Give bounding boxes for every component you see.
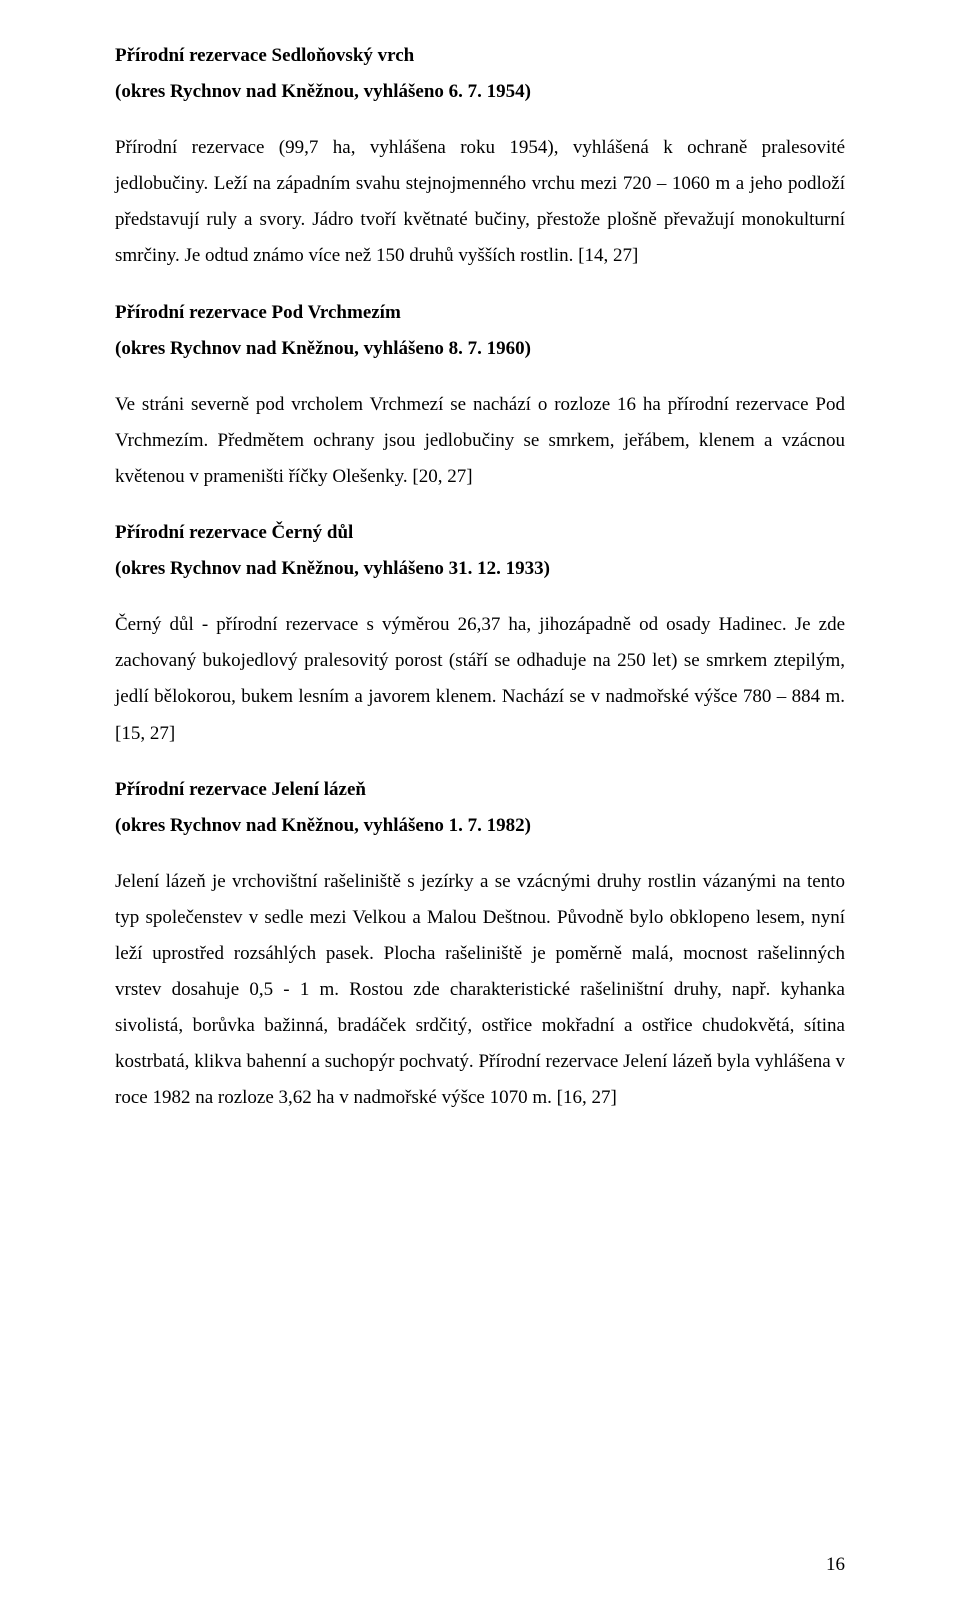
section-body: Černý důl - přírodní rezervace s výměrou… [115,607,845,751]
section-body: Jelení lázeň je vrchovištní rašeliniště … [115,864,845,1117]
section-title: Přírodní rezervace Pod Vrchmezím [115,295,845,331]
section-title: Přírodní rezervace Černý důl [115,515,845,551]
section-subtitle: (okres Rychnov nad Kněžnou, vyhlášeno 6.… [115,74,845,110]
section-subtitle: (okres Rychnov nad Kněžnou, vyhlášeno 1.… [115,808,845,844]
section-subtitle: (okres Rychnov nad Kněžnou, vyhlášeno 31… [115,551,845,587]
section-body: Ve stráni severně pod vrcholem Vrchmezí … [115,387,845,495]
section-subtitle: (okres Rychnov nad Kněžnou, vyhlášeno 8.… [115,331,845,367]
page-number: 16 [826,1554,845,1576]
section-body: Přírodní rezervace (99,7 ha, vyhlášena r… [115,130,845,274]
document-page: Přírodní rezervace Sedloňovský vrch (okr… [0,0,960,1610]
section-title: Přírodní rezervace Sedloňovský vrch [115,38,845,74]
section-title: Přírodní rezervace Jelení lázeň [115,772,845,808]
